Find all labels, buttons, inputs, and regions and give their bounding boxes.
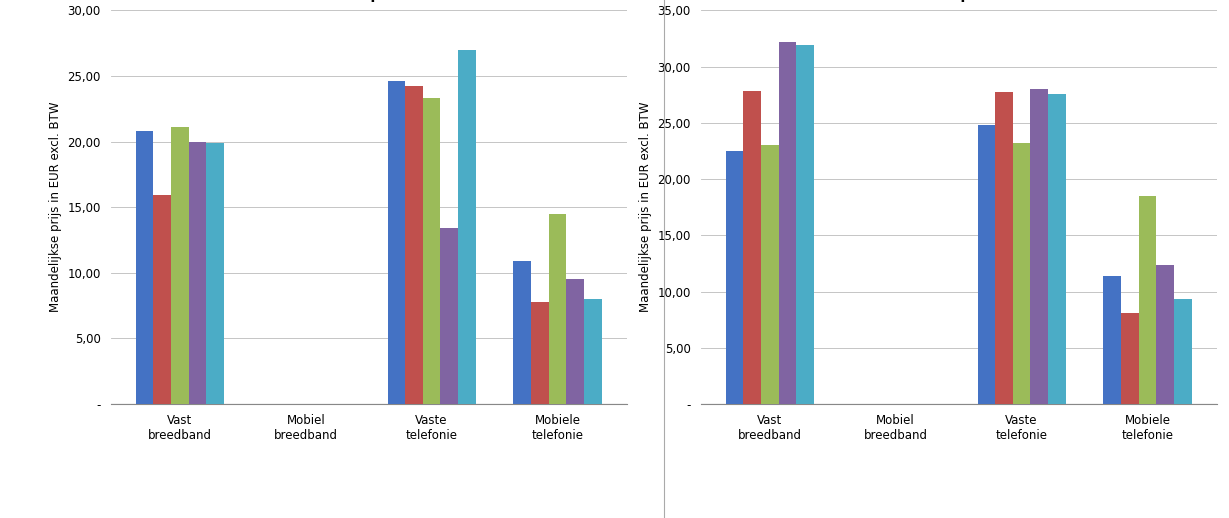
Bar (1156, 265, 1174, 404)
Bar (206, 143, 224, 404)
Bar (779, 42, 796, 404)
Bar (796, 45, 814, 404)
Bar (406, 87, 423, 404)
Bar (744, 91, 761, 404)
Bar (458, 50, 476, 404)
Y-axis label: Maandelijkse prijs in EUR excl. BTW: Maandelijkse prijs in EUR excl. BTW (49, 102, 61, 312)
Bar (1138, 196, 1156, 404)
Bar (1013, 143, 1030, 404)
Bar (977, 125, 995, 404)
Bar (135, 131, 154, 404)
Y-axis label: Maandelijkse prijs in EUR excl. BTW: Maandelijkse prijs in EUR excl. BTW (639, 102, 651, 312)
Bar (440, 228, 458, 404)
Bar (1104, 276, 1121, 404)
Bar (1174, 299, 1192, 404)
Bar (1048, 94, 1066, 404)
Bar (387, 81, 406, 404)
Bar (423, 98, 440, 404)
Bar (531, 301, 548, 404)
Bar (1121, 313, 1138, 404)
Bar (189, 141, 206, 404)
Bar (514, 261, 531, 404)
Bar (154, 195, 171, 404)
Bar (584, 299, 602, 404)
Bar (725, 151, 744, 404)
Title: Goedkoopste enkelvoudig aanbod,
goedkoopste operator:
B1: Eenmanszaak op een vas: Goedkoopste enkelvoudig aanbod, goedkoop… (210, 0, 527, 2)
Bar (548, 214, 567, 404)
Bar (995, 93, 1013, 404)
Bar (567, 279, 584, 404)
Bar (761, 146, 779, 404)
Title: Goedkoopste enkelvoudig aanbod,
gemiddelde 3 goedkoopste operatoren:
B1: Eenmans: Goedkoopste enkelvoudig aanbod, gemiddel… (795, 0, 1122, 2)
Bar (171, 127, 189, 404)
Bar (1030, 89, 1048, 404)
